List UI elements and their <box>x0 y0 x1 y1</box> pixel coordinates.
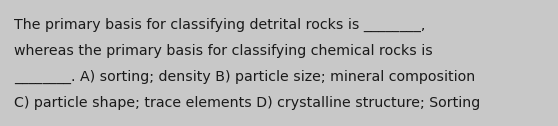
Text: C) particle shape; trace elements D) crystalline structure; Sorting: C) particle shape; trace elements D) cry… <box>14 96 480 110</box>
Text: The primary basis for classifying detrital rocks is ________,: The primary basis for classifying detrit… <box>14 18 425 32</box>
Text: ________. A) sorting; density B) particle size; mineral composition: ________. A) sorting; density B) particl… <box>14 70 475 84</box>
Text: whereas the primary basis for classifying chemical rocks is: whereas the primary basis for classifyin… <box>14 44 432 58</box>
